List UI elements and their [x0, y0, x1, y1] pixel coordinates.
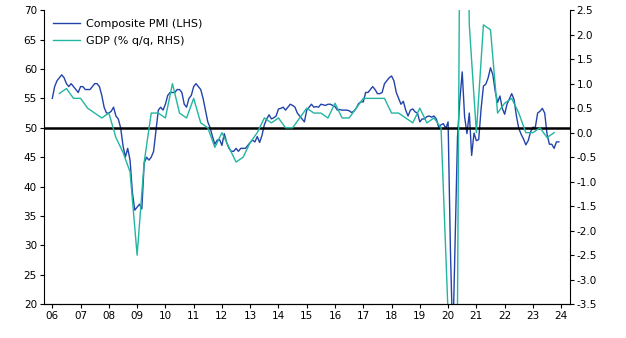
Composite PMI (LHS): [555, 140, 563, 144]
GDP (% q/q, RHS): [69, 96, 77, 100]
Composite PMI (LHS): [480, 84, 487, 88]
Composite PMI (LHS): [438, 123, 445, 127]
Composite PMI (LHS): [49, 96, 56, 100]
GDP (% q/q, RHS): [536, 126, 544, 130]
GDP (% q/q, RHS): [56, 92, 63, 96]
GDP (% q/q, RHS): [126, 170, 134, 174]
GDP (% q/q, RHS): [352, 106, 360, 110]
GDP (% q/q, RHS): [296, 116, 304, 120]
Composite PMI (LHS): [341, 108, 348, 112]
Legend: Composite PMI (LHS), GDP (% q/q, RHS): Composite PMI (LHS), GDP (% q/q, RHS): [49, 16, 206, 49]
GDP (% q/q, RHS): [515, 111, 523, 115]
Composite PMI (LHS): [487, 66, 495, 70]
Line: Composite PMI (LHS): Composite PMI (LHS): [53, 68, 559, 338]
GDP (% q/q, RHS): [550, 131, 558, 135]
Composite PMI (LHS): [162, 102, 169, 106]
Composite PMI (LHS): [336, 107, 344, 112]
Composite PMI (LHS): [176, 88, 183, 92]
Line: GDP (% q/q, RHS): GDP (% q/q, RHS): [59, 0, 554, 338]
